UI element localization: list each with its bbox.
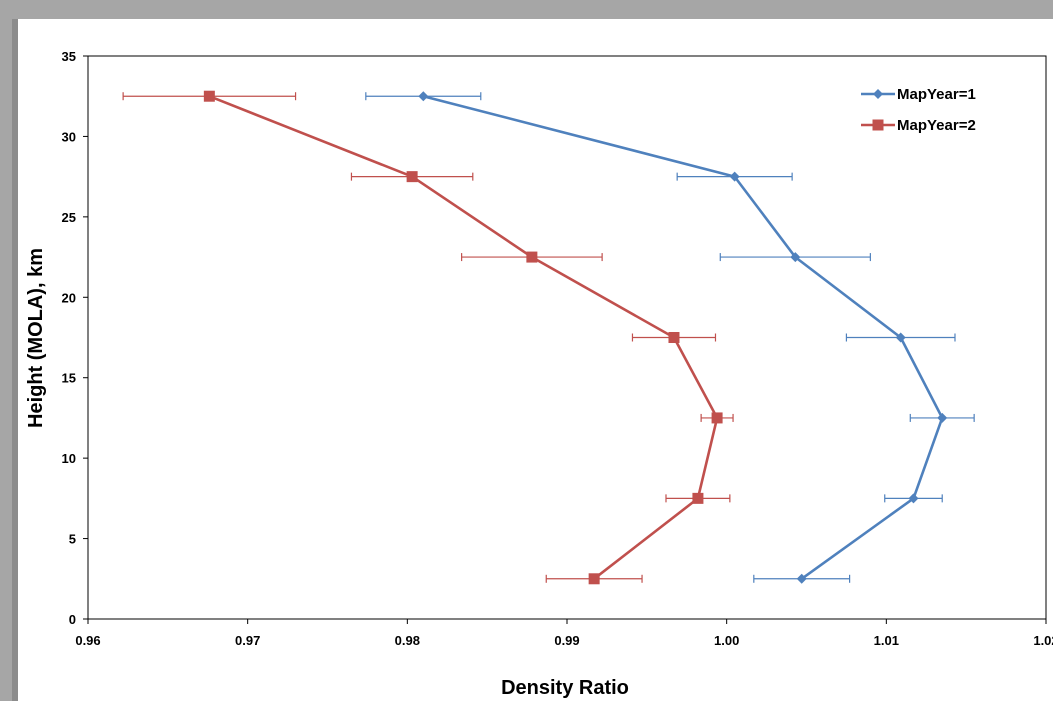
data-point bbox=[203, 90, 215, 102]
y-tick-label: 35 bbox=[62, 49, 76, 64]
data-point bbox=[796, 573, 807, 584]
legend-label: MapYear=2 bbox=[897, 117, 976, 134]
legend: MapYear=1 MapYear=2 bbox=[861, 86, 976, 134]
legend-marker bbox=[873, 89, 883, 99]
data-point bbox=[668, 332, 680, 343]
data-point bbox=[692, 492, 704, 504]
y-tick-label: 20 bbox=[62, 290, 76, 305]
y-tick-label: 15 bbox=[62, 371, 76, 386]
x-tick-label: 1.00 bbox=[714, 633, 739, 648]
x-axis-title: Density Ratio bbox=[501, 677, 629, 699]
frame-shadow bbox=[12, 19, 18, 701]
legend-label: MapYear=1 bbox=[897, 86, 976, 103]
x-tick-label: 1.02 bbox=[1033, 633, 1053, 648]
data-point bbox=[711, 412, 723, 424]
x-tick-label: 0.98 bbox=[395, 633, 420, 648]
x-tick-label: 0.96 bbox=[75, 633, 100, 648]
y-axis-title: Height (MOLA), km bbox=[25, 248, 47, 428]
data-point bbox=[937, 412, 948, 423]
data-point bbox=[729, 171, 740, 182]
series-2 bbox=[122, 90, 734, 585]
legend-marker bbox=[872, 119, 884, 131]
y-tick-label: 25 bbox=[62, 210, 76, 225]
series-1 bbox=[365, 91, 975, 584]
chart-area bbox=[18, 19, 1053, 701]
series-layer bbox=[122, 90, 975, 585]
data-point bbox=[895, 332, 906, 343]
x-tick-label: 1.01 bbox=[874, 633, 899, 648]
data-point bbox=[588, 573, 600, 585]
data-point bbox=[406, 171, 418, 183]
x-tick-label: 0.97 bbox=[235, 633, 260, 648]
y-tick-label: 5 bbox=[69, 532, 76, 547]
data-point bbox=[908, 493, 919, 504]
data-point bbox=[526, 251, 538, 263]
y-tick-label: 0 bbox=[69, 612, 76, 627]
x-tick-label: 0.99 bbox=[554, 633, 579, 648]
y-tick-label: 10 bbox=[62, 451, 76, 466]
y-tick-label: 30 bbox=[62, 129, 76, 144]
data-point bbox=[418, 91, 429, 102]
data-point bbox=[790, 252, 801, 263]
axes: 0.96 0.97 0.98 0.99 1.00 1.01 1.02 0 5 10 15 20 25 30… bbox=[62, 49, 1053, 648]
